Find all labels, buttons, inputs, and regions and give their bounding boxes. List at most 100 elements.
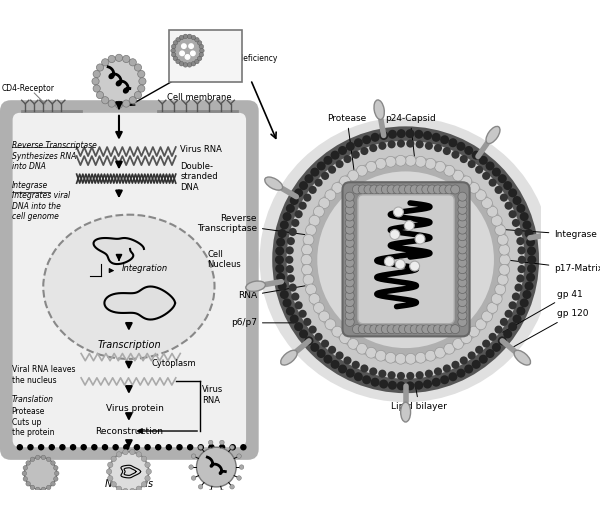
Circle shape	[345, 238, 354, 247]
Circle shape	[280, 220, 289, 230]
Circle shape	[124, 445, 129, 450]
Circle shape	[356, 344, 367, 354]
Circle shape	[194, 38, 199, 42]
Circle shape	[376, 158, 386, 169]
Circle shape	[416, 371, 424, 379]
Ellipse shape	[486, 126, 500, 144]
Circle shape	[514, 284, 523, 291]
Circle shape	[338, 146, 347, 155]
Circle shape	[416, 140, 424, 148]
Circle shape	[290, 315, 299, 323]
Circle shape	[145, 462, 150, 468]
Circle shape	[123, 488, 128, 494]
Circle shape	[55, 471, 59, 476]
Circle shape	[46, 457, 51, 461]
Circle shape	[458, 284, 467, 294]
Circle shape	[425, 350, 436, 361]
Circle shape	[303, 318, 311, 326]
Circle shape	[276, 238, 285, 247]
Text: Viral RNA leaves
the nucleus: Viral RNA leaves the nucleus	[12, 366, 75, 385]
Circle shape	[142, 482, 147, 487]
Circle shape	[458, 192, 467, 201]
Circle shape	[354, 372, 363, 381]
Circle shape	[440, 375, 449, 384]
Circle shape	[345, 265, 354, 273]
FancyBboxPatch shape	[13, 113, 246, 447]
Circle shape	[448, 372, 457, 381]
Text: Protease: Protease	[328, 114, 374, 317]
Circle shape	[345, 291, 354, 300]
Text: Integrase: Integrase	[457, 226, 597, 239]
Circle shape	[317, 162, 326, 170]
Circle shape	[352, 185, 361, 194]
FancyBboxPatch shape	[358, 195, 454, 324]
Circle shape	[113, 445, 118, 450]
Circle shape	[345, 205, 354, 214]
Circle shape	[187, 34, 192, 39]
Circle shape	[129, 59, 136, 66]
Circle shape	[123, 450, 128, 455]
Circle shape	[41, 455, 46, 460]
Circle shape	[495, 284, 506, 295]
Circle shape	[527, 255, 536, 264]
Circle shape	[352, 360, 360, 369]
Circle shape	[397, 382, 406, 390]
Circle shape	[371, 133, 380, 142]
Circle shape	[26, 482, 31, 486]
Circle shape	[345, 258, 354, 267]
Circle shape	[376, 324, 385, 334]
Circle shape	[230, 485, 235, 489]
Circle shape	[497, 274, 508, 285]
Circle shape	[301, 254, 312, 265]
Circle shape	[291, 293, 299, 301]
Circle shape	[354, 138, 363, 147]
Circle shape	[458, 278, 467, 287]
Circle shape	[230, 445, 235, 450]
Circle shape	[309, 215, 320, 226]
Circle shape	[457, 369, 466, 377]
Circle shape	[345, 317, 354, 327]
Circle shape	[191, 35, 196, 40]
Circle shape	[509, 210, 517, 218]
Circle shape	[517, 274, 524, 282]
Circle shape	[275, 247, 284, 255]
Circle shape	[92, 445, 97, 450]
Circle shape	[180, 51, 184, 56]
Circle shape	[356, 165, 367, 176]
Circle shape	[415, 352, 426, 363]
Circle shape	[482, 172, 490, 180]
Text: New virus: New virus	[105, 479, 153, 489]
Circle shape	[319, 198, 329, 209]
Circle shape	[458, 205, 467, 214]
Circle shape	[310, 167, 319, 177]
Circle shape	[362, 375, 371, 384]
Circle shape	[41, 487, 46, 492]
Circle shape	[321, 339, 329, 348]
Circle shape	[464, 146, 473, 155]
Circle shape	[345, 218, 354, 228]
Circle shape	[508, 322, 517, 331]
Circle shape	[130, 450, 135, 455]
Circle shape	[317, 171, 494, 348]
Circle shape	[198, 445, 203, 450]
Circle shape	[122, 56, 130, 63]
Circle shape	[130, 488, 135, 494]
Circle shape	[196, 447, 236, 487]
Text: Integration: Integration	[122, 264, 168, 273]
Circle shape	[406, 129, 415, 138]
Circle shape	[460, 155, 468, 163]
Circle shape	[460, 356, 468, 365]
Circle shape	[434, 347, 445, 358]
Circle shape	[136, 452, 142, 457]
Circle shape	[425, 370, 433, 377]
Text: Cytoplasm: Cytoplasm	[152, 359, 196, 368]
Circle shape	[472, 150, 481, 160]
Ellipse shape	[514, 350, 530, 365]
Circle shape	[106, 469, 112, 474]
Circle shape	[278, 229, 287, 238]
Circle shape	[303, 274, 314, 285]
Text: Integrase
Integrates viral
DNA into the
cell genome: Integrase Integrates viral DNA into the …	[12, 181, 70, 221]
Circle shape	[458, 317, 467, 327]
Circle shape	[497, 234, 508, 245]
Circle shape	[523, 290, 532, 299]
